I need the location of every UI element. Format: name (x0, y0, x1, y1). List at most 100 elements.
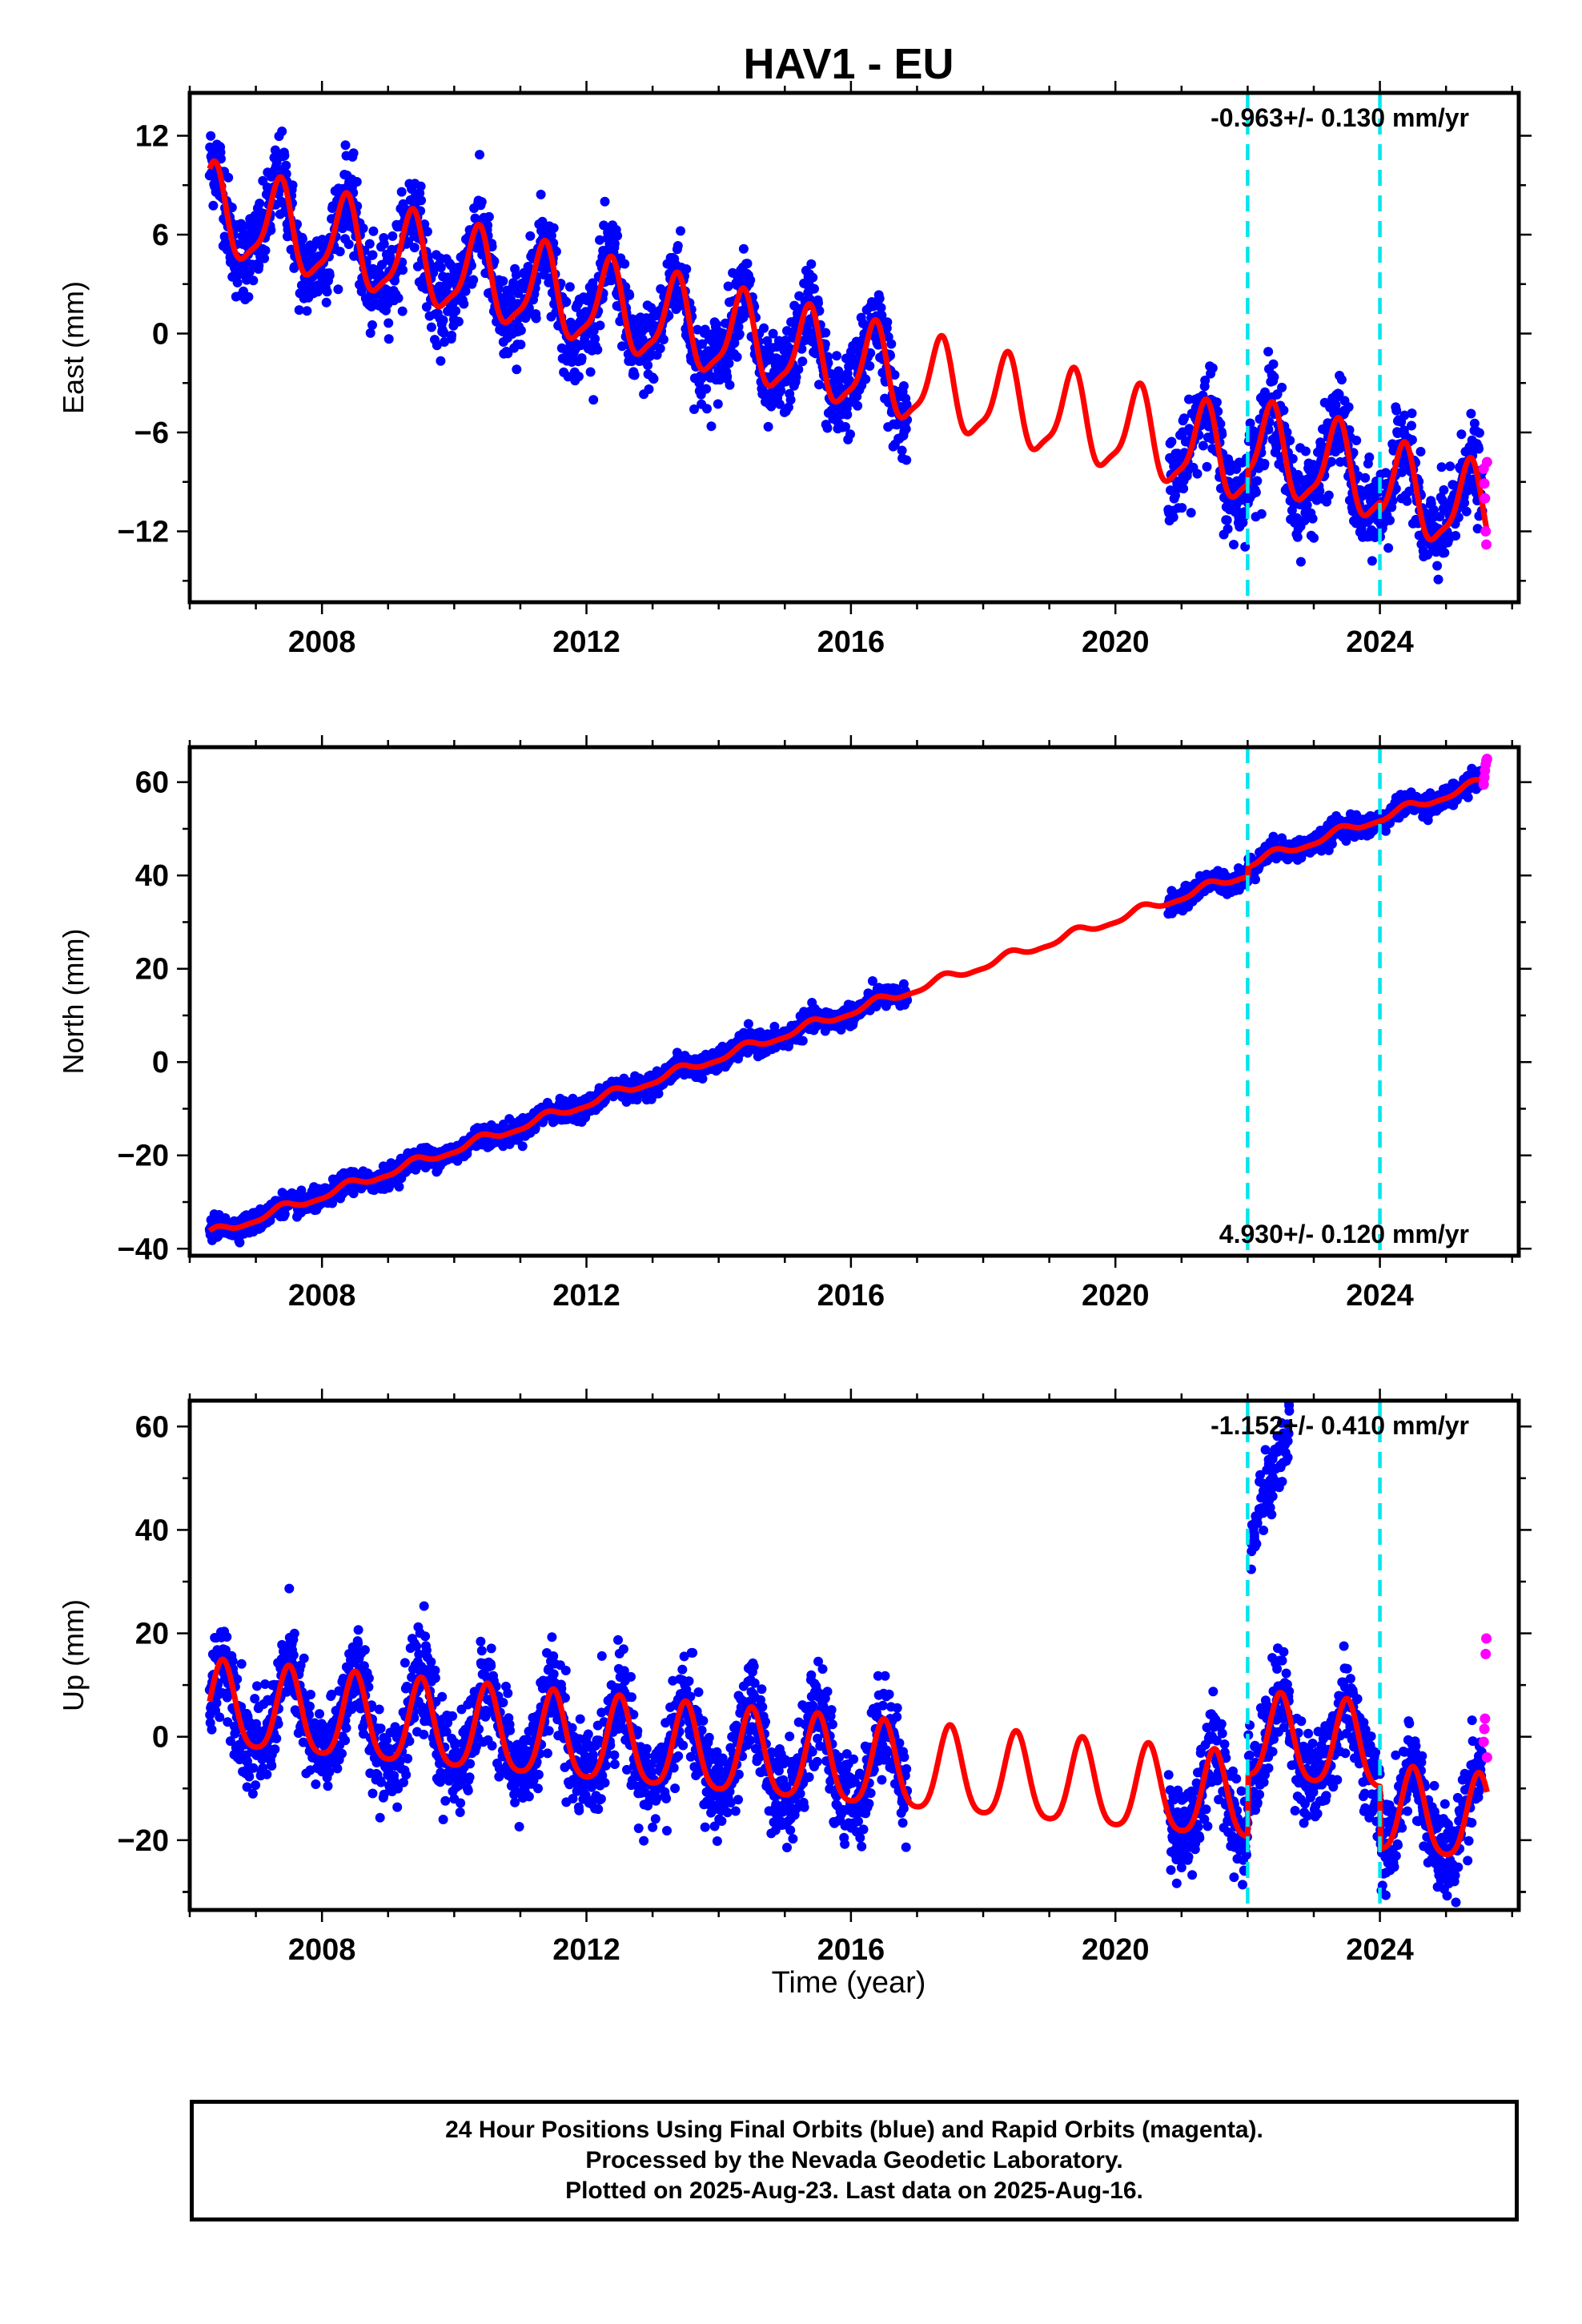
final-orbit-point (281, 160, 291, 171)
final-orbit-point (745, 275, 756, 285)
final-orbit-point (1323, 490, 1334, 501)
final-orbit-point (393, 293, 404, 304)
final-orbit-point (1168, 512, 1178, 522)
final-orbit-point (776, 385, 786, 396)
final-orbit-point (483, 220, 493, 231)
final-orbit-point (1385, 515, 1395, 525)
final-orbit-point (1292, 532, 1303, 542)
final-orbit-point (484, 211, 494, 222)
final-orbit-point (1251, 875, 1260, 885)
final-orbit-point (426, 322, 436, 332)
final-orbit-point (1207, 363, 1218, 373)
final-orbit-point (364, 239, 375, 249)
final-orbit-point (531, 313, 541, 324)
final-orbit-point (898, 381, 909, 391)
final-orbit-point (624, 290, 635, 300)
final-orbit-point (244, 267, 255, 277)
final-orbit-point (1222, 515, 1232, 525)
final-orbit-point (1364, 452, 1375, 462)
final-orbit-point (1461, 506, 1472, 517)
final-orbit-point (1177, 503, 1187, 513)
final-orbit-point (1223, 524, 1233, 534)
final-orbit-point (808, 272, 818, 283)
final-orbit-point (865, 361, 875, 371)
final-orbit-point (882, 317, 893, 328)
x-tick-label: 2016 (817, 625, 885, 659)
final-orbit-point (511, 270, 521, 280)
final-orbit-point (322, 287, 332, 297)
y-tick-label: 12 (135, 120, 169, 154)
final-orbit-point (821, 328, 831, 338)
final-orbit-point (227, 203, 237, 213)
final-orbit-point (1469, 418, 1480, 428)
final-orbit-point (379, 239, 389, 249)
final-orbit-point (759, 323, 769, 333)
final-orbit-point (351, 177, 362, 187)
final-orbit-point (620, 259, 630, 269)
final-orbit-point (561, 297, 572, 307)
final-orbit-point (396, 187, 407, 197)
final-orbit-point (722, 372, 733, 382)
final-orbit-point (468, 275, 479, 285)
final-orbit-point (1287, 453, 1298, 464)
final-orbit-point (588, 395, 599, 405)
final-orbit-point (797, 1035, 808, 1046)
final-orbit-point (725, 380, 735, 390)
final-orbit-point (358, 223, 368, 234)
final-orbit-point (845, 429, 855, 440)
final-orbit-point (738, 243, 749, 254)
final-orbit-point (340, 140, 351, 151)
y-tick-label: −6 (135, 416, 169, 450)
final-orbit-point (439, 328, 449, 338)
final-orbit-point (546, 231, 556, 241)
final-orbit-point (1309, 533, 1319, 543)
final-orbit-point (806, 259, 817, 269)
final-orbit-point (498, 276, 508, 286)
final-orbit-point (1256, 509, 1267, 519)
final-orbit-point (404, 237, 413, 247)
final-orbit-point (658, 335, 669, 344)
final-orbit-point (1432, 561, 1443, 571)
final-orbit-point (648, 374, 659, 384)
final-orbit-point (673, 241, 683, 251)
final-orbit-point (763, 421, 773, 432)
final-orbit-point (600, 196, 610, 207)
final-orbit-point (1198, 440, 1208, 451)
final-orbit-point (841, 422, 850, 432)
final-orbit-point (886, 339, 897, 349)
final-orbit-point (629, 370, 640, 380)
final-orbit-point (259, 253, 270, 263)
final-orbit-point (1251, 487, 1261, 497)
final-orbit-point (689, 404, 699, 414)
final-orbit-point (697, 339, 707, 349)
final-orbit-point (438, 315, 448, 325)
final-orbit-point (877, 310, 887, 320)
final-orbit-point (1367, 556, 1377, 566)
final-orbit-point (266, 225, 276, 235)
final-orbit-point (1211, 397, 1222, 408)
final-orbit-point (713, 399, 723, 409)
final-orbit-point (254, 260, 264, 271)
final-orbit-point (1360, 472, 1371, 483)
final-orbit-point (1402, 496, 1412, 506)
final-orbit-point (333, 284, 343, 295)
final-orbit-point (1456, 429, 1467, 440)
final-orbit-point (576, 353, 587, 364)
final-orbit-point (459, 299, 469, 309)
final-orbit-point (277, 127, 287, 136)
final-orbit-point (702, 404, 712, 414)
final-orbit-point (279, 151, 290, 161)
final-orbit-point (901, 455, 912, 465)
final-orbit-point (644, 384, 654, 394)
final-orbit-point (324, 270, 335, 280)
final-orbit-point (797, 344, 807, 354)
final-orbit-point (287, 180, 298, 191)
final-orbit-point (1336, 375, 1347, 385)
final-orbit-point (447, 330, 457, 340)
final-orbit-point (1277, 382, 1287, 392)
final-orbit-point (503, 348, 513, 359)
final-orbit-point (255, 199, 265, 208)
final-orbit-point (235, 1237, 245, 1248)
final-orbit-point (348, 148, 359, 159)
